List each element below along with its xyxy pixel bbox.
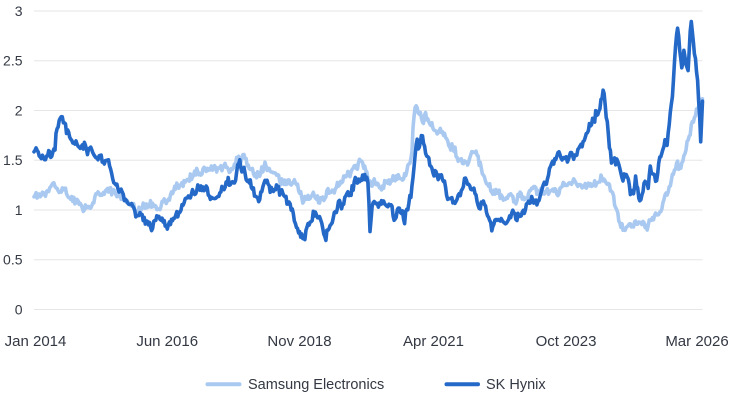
- svg-text:0.5: 0.5: [3, 252, 23, 268]
- svg-text:SK Hynix: SK Hynix: [486, 377, 546, 393]
- svg-text:0: 0: [15, 301, 23, 317]
- svg-text:Nov 2018: Nov 2018: [267, 333, 331, 350]
- svg-text:Oct 2023: Oct 2023: [536, 333, 597, 350]
- svg-text:Jan 2014: Jan 2014: [5, 333, 67, 350]
- svg-text:Mar 2026: Mar 2026: [665, 333, 728, 350]
- svg-text:Apr 2021: Apr 2021: [403, 333, 464, 350]
- svg-text:Samsung Electronics: Samsung Electronics: [248, 377, 384, 393]
- svg-text:2: 2: [15, 102, 23, 118]
- svg-text:1.5: 1.5: [3, 152, 23, 168]
- svg-text:1: 1: [15, 202, 23, 218]
- svg-text:2.5: 2.5: [3, 53, 23, 69]
- svg-text:3: 3: [15, 3, 23, 19]
- svg-text:Jun 2016: Jun 2016: [136, 333, 198, 350]
